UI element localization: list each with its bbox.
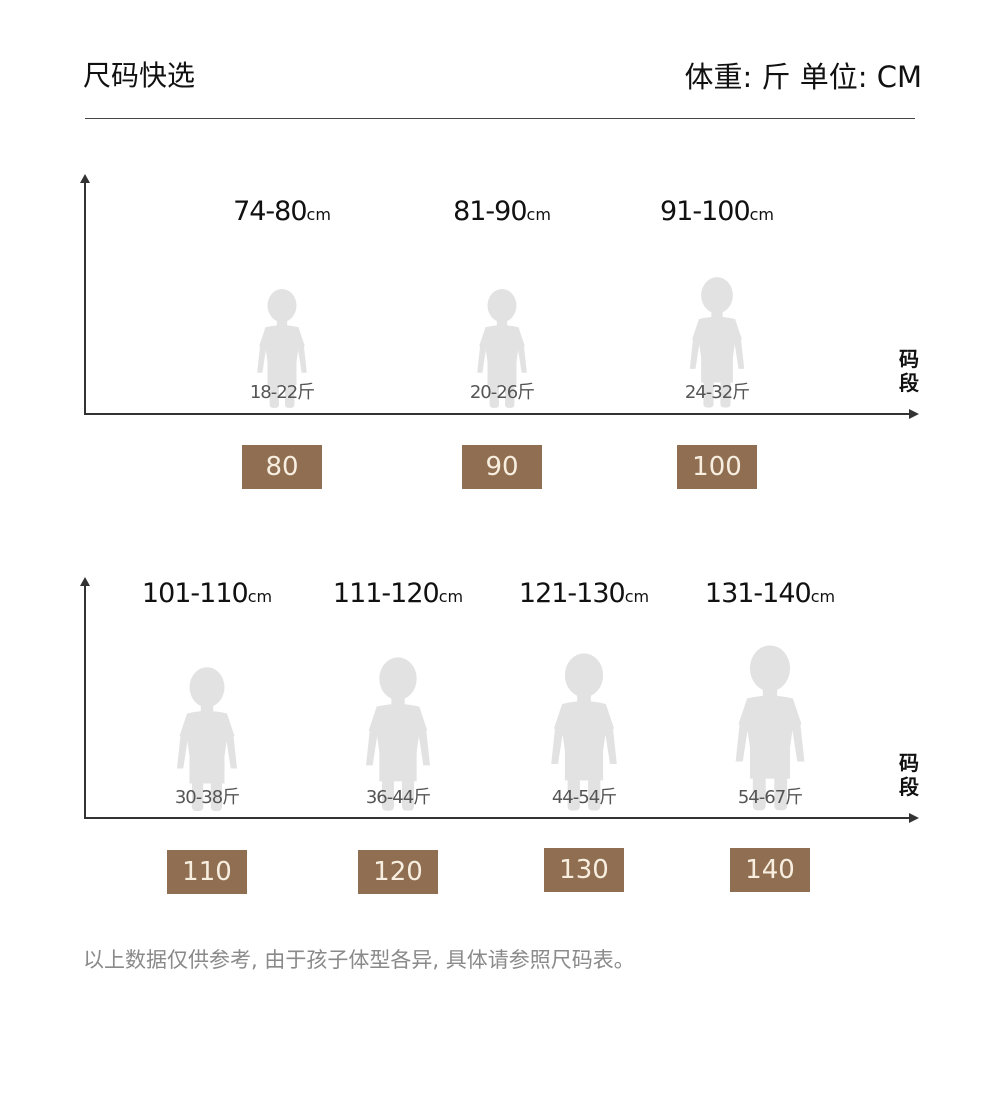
child-figure-icon [539, 652, 629, 820]
weight-range: 24-32斤 [684, 382, 750, 403]
child-figure-icon [680, 276, 755, 416]
height-range: 131-140cm [705, 578, 835, 609]
weight-range: 54-67斤 [737, 787, 803, 808]
height-unit: cm [526, 205, 551, 224]
weight-range: 36-44斤 [365, 787, 431, 808]
height-range: 81-90cm [453, 196, 551, 227]
x-axis [85, 409, 919, 419]
size-button[interactable]: 90 [462, 445, 542, 489]
child-figure-icon [166, 666, 249, 820]
height-unit: cm [306, 205, 331, 224]
size-button[interactable]: 140 [730, 848, 810, 892]
x-axis [85, 813, 919, 823]
height-range: 101-110cm [142, 578, 272, 609]
height-unit: cm [247, 587, 273, 606]
height-range: 111-120cm [333, 578, 463, 609]
size-button[interactable]: 120 [358, 850, 438, 894]
height-value: 131-140 [704, 578, 812, 609]
axis-label: 码段 [899, 347, 919, 395]
weight-range: 18-22斤 [249, 382, 315, 403]
child-figure-icon [248, 288, 316, 416]
weight-range: 44-54斤 [551, 787, 617, 808]
height-value: 101-110 [141, 578, 249, 609]
footer-note: 以上数据仅供参考, 由于孩子体型各异, 具体请参照尺码表。 [83, 948, 635, 972]
weight-range: 20-26斤 [469, 382, 535, 403]
page-title: 尺码快选 [83, 59, 196, 92]
height-unit: cm [749, 205, 775, 224]
axis-label: 码段 [899, 751, 919, 799]
y-axis [80, 577, 90, 819]
height-value: 121-130 [518, 578, 626, 609]
height-value: 74-80 [233, 196, 307, 227]
height-unit: cm [624, 587, 650, 606]
child-figure-icon [354, 656, 442, 820]
height-range: 91-100cm [660, 196, 774, 227]
size-button[interactable]: 100 [677, 445, 757, 489]
child-figure-icon [468, 288, 536, 416]
height-unit: cm [810, 587, 836, 606]
divider [85, 118, 915, 119]
units-label: 体重: 斤 单位: CM [684, 60, 922, 94]
size-button[interactable]: 130 [544, 848, 624, 892]
height-range: 74-80cm [233, 196, 331, 227]
child-figure-icon [723, 644, 818, 820]
y-axis [80, 174, 90, 415]
height-value: 91-100 [659, 196, 751, 227]
height-value: 111-120 [332, 578, 440, 609]
height-value: 81-90 [453, 196, 527, 227]
size-button[interactable]: 110 [167, 850, 247, 894]
size-button[interactable]: 80 [242, 445, 322, 489]
height-unit: cm [438, 587, 464, 606]
weight-range: 30-38斤 [174, 787, 240, 808]
height-range: 121-130cm [519, 578, 649, 609]
